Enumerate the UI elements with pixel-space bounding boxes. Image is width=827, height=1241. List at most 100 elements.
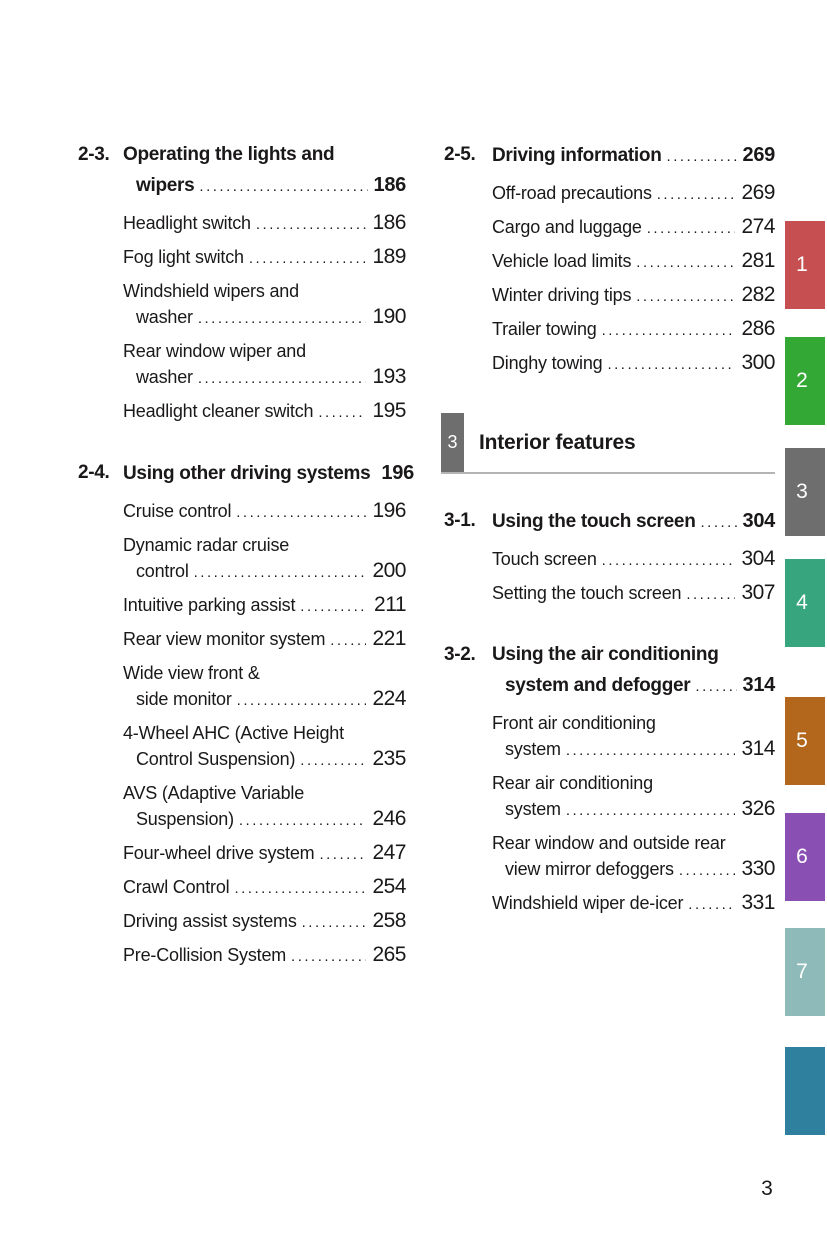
toc-entry: Trailer towing 286 [492,316,775,344]
entry-line: Dinghy towing 300 [492,350,775,378]
dot-leader [679,858,736,884]
section-row: 3-1. Using the touch screen 304 [444,506,775,546]
toc-entry: AVS (Adaptive Variable Suspension) 246 [123,780,406,834]
dot-leader [636,250,735,276]
toc-entry: Off-road precautions 269 [492,180,775,208]
chapter-title: Interior features [479,430,636,454]
dot-leader [291,944,366,970]
entry-text: Using the touch screen [492,511,696,532]
page-ref: 281 [741,249,775,272]
page-ref: 190 [372,305,406,328]
toc-entry: Pre-Collision System 265 [123,942,406,970]
section-items: Cruise control 196 Dynamic radar cruise con… [123,498,406,970]
toc-entry: Windshield wiper de-icer 331 [492,890,775,918]
dot-leader [318,400,366,426]
toc-right-column: 2-5.Driving information269Off-road preca… [441,140,775,924]
dot-leader [566,798,736,824]
dot-leader [667,142,737,172]
entry-text: Using the air conditioning [492,644,719,665]
entry-text: 4-Wheel AHC (Active Height [123,723,344,743]
entry-text: Windshield wiper de-icer [492,893,684,913]
chapter-tab: 5 [785,697,825,785]
entry-line: Intuitive parking assist 211 [123,592,406,620]
chapter-header: 3 Interior features [441,413,775,474]
toc-entry: Four-wheel drive system 247 [123,840,406,868]
entry-text: Cruise control [123,501,232,521]
chapter-tab: 1 [785,221,825,309]
entry-text: Rear air conditioning [492,773,653,793]
section-items: Off-road precautions 269 Cargo and luggage… [492,180,775,378]
page-ref: 235 [372,747,406,770]
page-ref: 193 [372,365,406,388]
entry-text: system [505,799,561,819]
page-ref: 307 [741,581,775,604]
chapter-tab-number: 5 [796,729,808,752]
dot-leader [249,246,367,272]
toc-entry: Headlight cleaner switch 195 [123,398,406,426]
chapter-tab-number: 1 [796,253,808,276]
entry-text: Dinghy towing [492,353,603,373]
entry-continuation-line: Control Suspension) 235 [123,746,406,774]
toc-section: 3-2. Using the air conditioning system and… [444,640,775,918]
chapter-tab: 2 [785,337,825,425]
chapter-number-box: 3 [441,413,464,472]
entry-line: Wide view front & [123,660,406,686]
entry-text: Rear window and outside rear [492,833,726,853]
entry-text: Dynamic radar cruise [123,535,290,555]
dot-leader [701,508,737,538]
entry-text: control [136,561,189,581]
toc-entry: Cruise control 196 [123,498,406,526]
dot-leader [234,876,366,902]
section-number: 2-3. [78,144,110,165]
page-ref: 200 [372,559,406,582]
entry-text: washer [136,307,193,327]
entry-line: Headlight cleaner switch 195 [123,398,406,426]
dot-leader [300,748,366,774]
dot-leader [300,594,368,620]
dot-leader [198,366,367,392]
toc-section: 3-1.Using the touch screen304Touch scree… [444,506,775,608]
toc-section: 2-5.Driving information269Off-road preca… [444,140,775,378]
page-ref: 326 [741,797,775,820]
section-row: 2-4. Using other driving systems 196 [78,458,414,498]
chapter-tab-number: 3 [796,480,808,503]
toc-entry: Fog light switch 189 [123,244,406,272]
entry-text: Trailer towing [492,319,597,339]
dot-leader [566,738,736,764]
page-ref: 265 [372,943,406,966]
dot-leader [199,172,367,202]
page-ref: 304 [742,510,776,532]
page-ref: 258 [372,909,406,932]
entry-text: side monitor [136,689,232,709]
toc-entry: Dynamic radar cruise control 200 [123,532,406,586]
entry-line: Fog light switch 189 [123,244,406,272]
page-ref: 314 [742,674,776,696]
section-title: Using other driving systems 196 [123,458,414,490]
entry-line: Windshield wiper de-icer 331 [492,890,775,918]
chapter-tab-number: 4 [796,591,808,614]
toc-entry: 4-Wheel AHC (Active Height Control Suspen… [123,720,406,774]
section-title: Operating the lights and wipers 186 [123,140,406,202]
page-ref: 304 [741,547,775,570]
dot-leader [636,284,735,310]
page-ref: 196 [372,499,406,522]
chapter-tab-number: 6 [796,845,808,868]
entry-text: Crawl Control [123,877,230,897]
toc-entry: Windshield wipers and washer 190 [123,278,406,332]
entry-text: Off-road precautions [492,183,652,203]
section-row: 2-3. Operating the lights and wipers 186 [78,140,406,210]
page-ref: 221 [372,627,406,650]
page-ref: 269 [742,144,776,166]
section-row: 3-2. Using the air conditioning system and… [444,640,775,710]
chapter-tab: 4 [785,559,825,647]
entry-text: Headlight cleaner switch [123,401,314,421]
chapter-tab: 3 [785,448,825,536]
dot-leader [695,672,736,702]
entry-text: Suspension) [136,809,234,829]
entry-continuation-line: view mirror defoggers 330 [492,856,775,884]
page-ref: 246 [372,807,406,830]
section-number: 3-1. [444,510,476,531]
page-ref: 300 [741,351,775,374]
toc-entry: Crawl Control 254 [123,874,406,902]
